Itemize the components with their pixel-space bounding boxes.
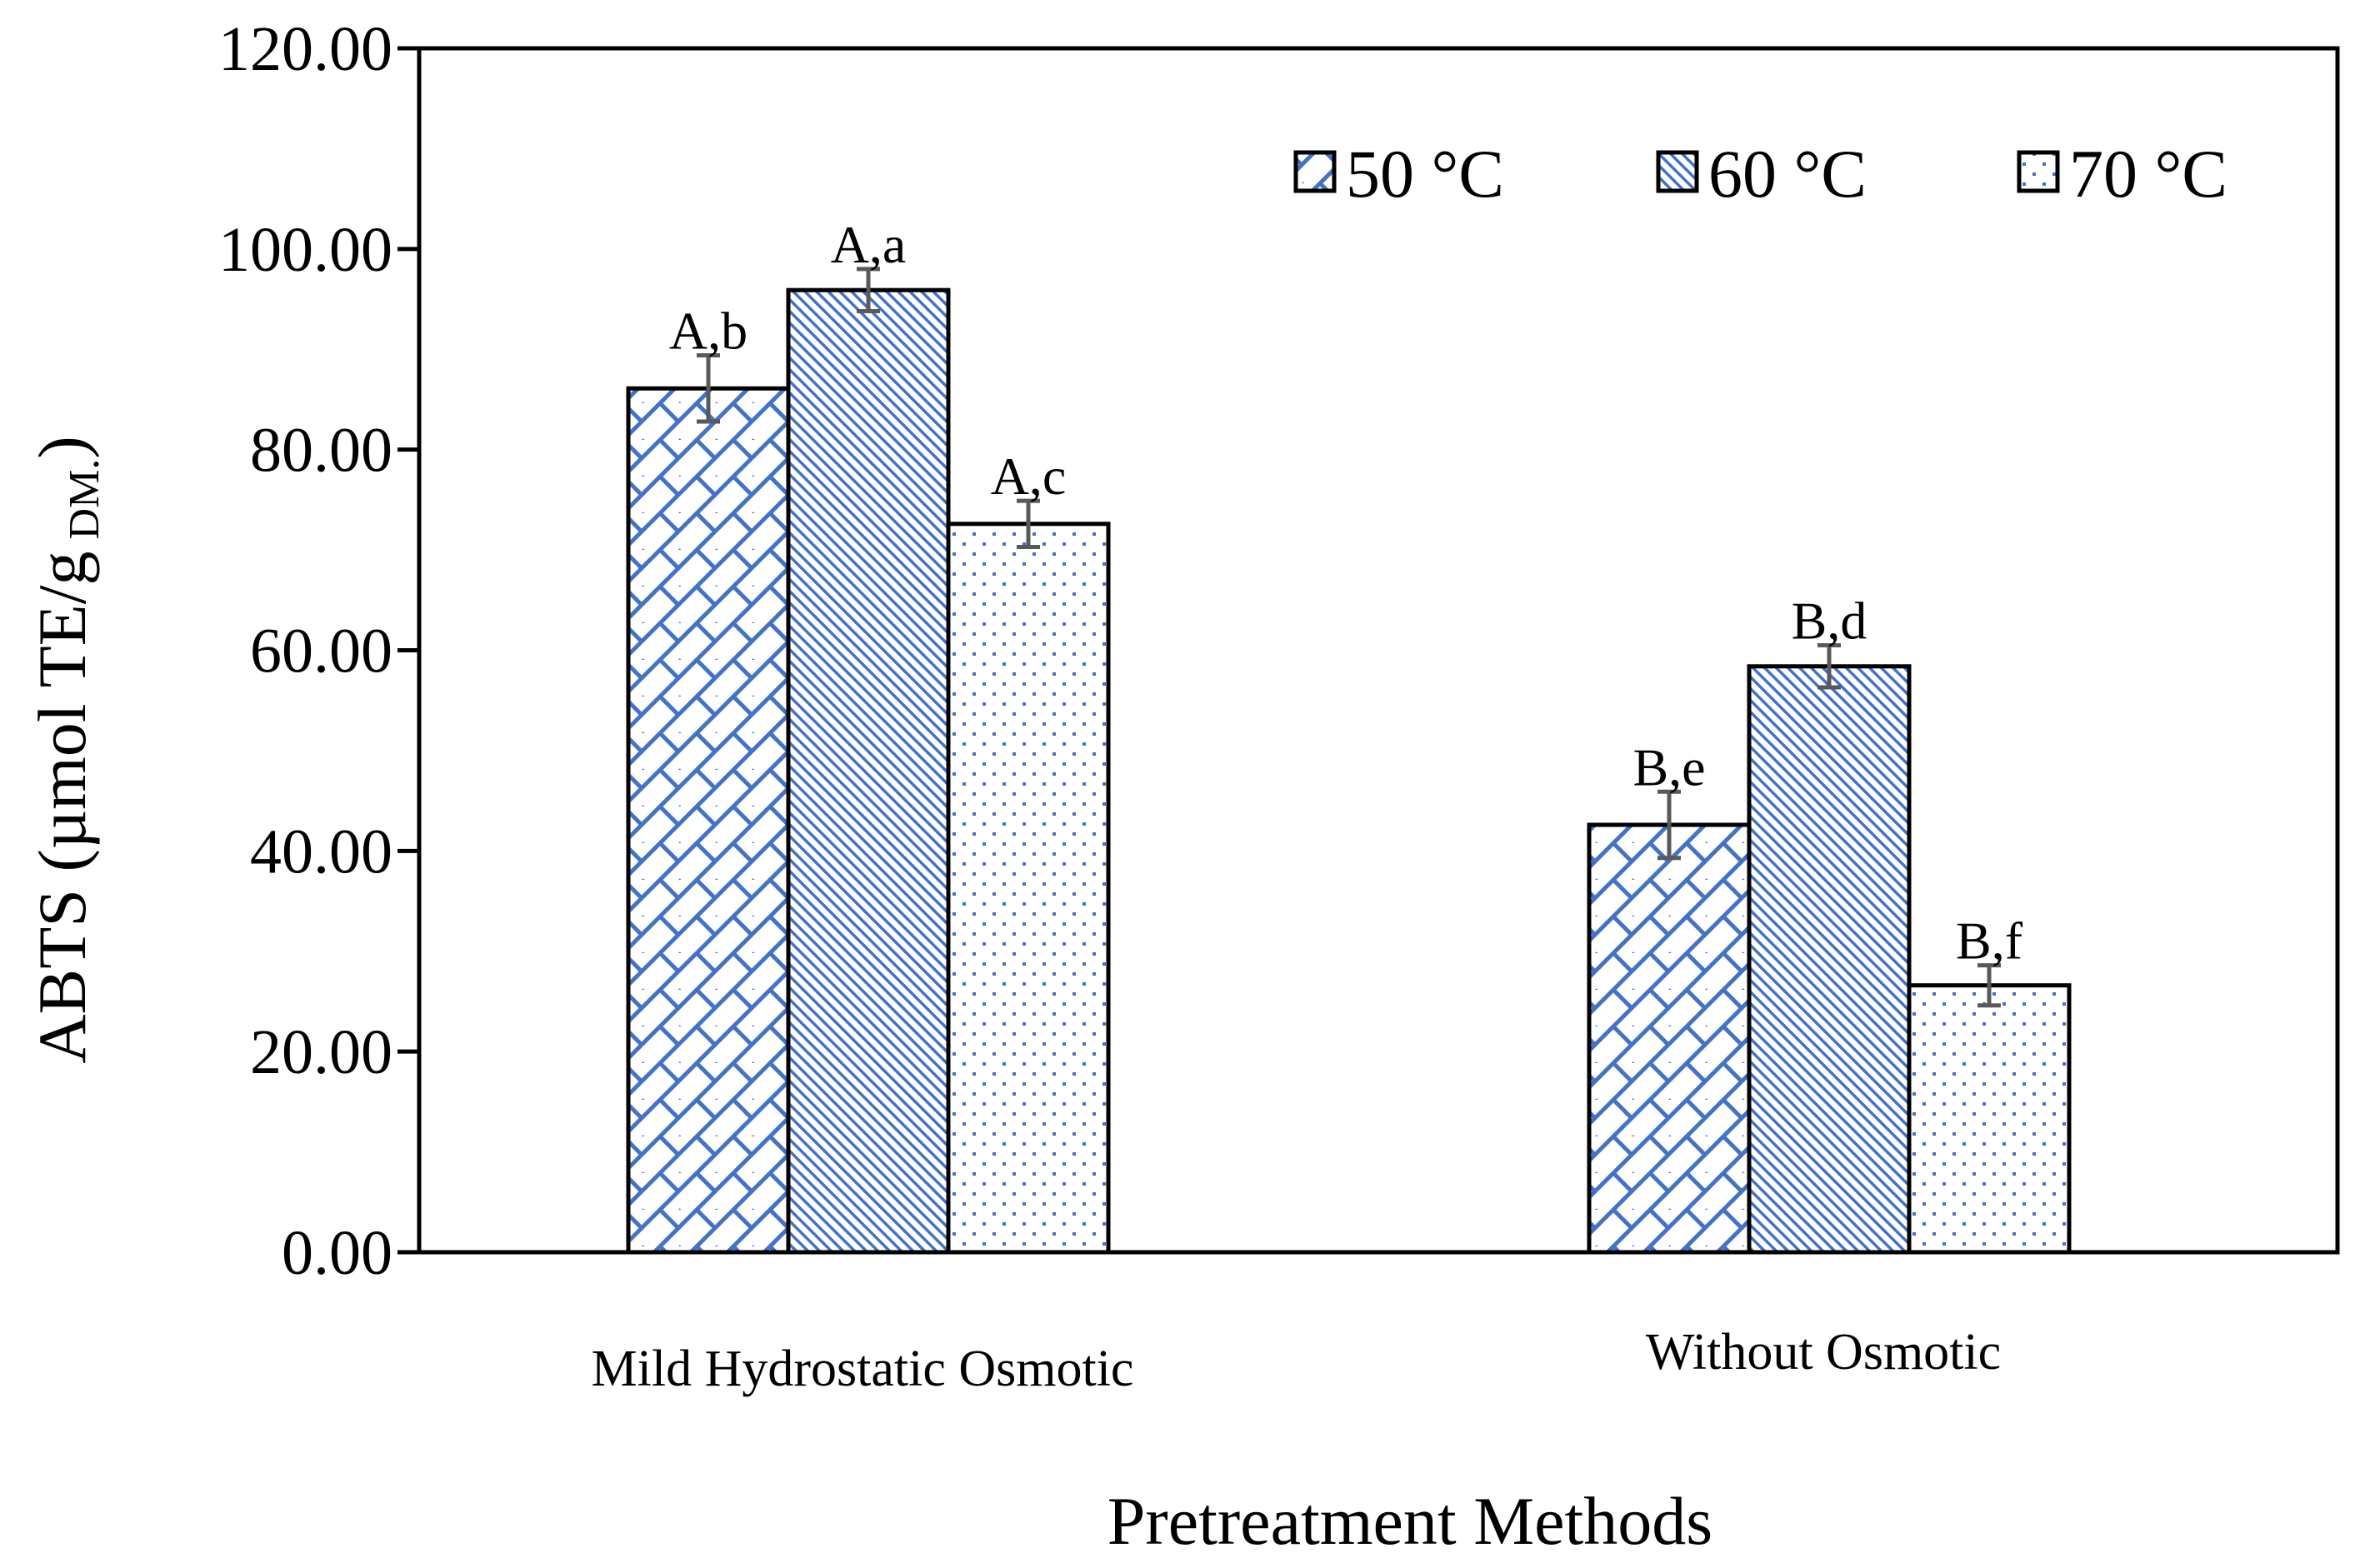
legend-swatch [1656, 150, 1699, 193]
data-label: B,e [1632, 737, 1705, 796]
y-tick-label: 100.00 [218, 215, 392, 285]
y-axis-title-main: ABTS (µmol TE/g [24, 551, 100, 1063]
category-label: Mild Hydrostatic Osmotic [592, 1341, 1134, 1397]
plot-area-frame [417, 46, 2340, 1255]
bar-70C-0 [946, 522, 1111, 1255]
y-tick-label: 20.00 [250, 1017, 392, 1087]
legend-label: 70 °C [2069, 136, 2228, 212]
y-axis-title-close: ) [24, 436, 100, 458]
error-bar [857, 267, 880, 313]
x-axis-title: Pretreatment Methods [1108, 1483, 1712, 1559]
y-tick-label: 40.00 [250, 816, 392, 886]
legend-label: 60 °C [1708, 136, 1867, 212]
error-bar [1818, 642, 1841, 690]
category-label: Without Osmotic [1646, 1324, 2001, 1381]
y-tick-label: 80.00 [250, 416, 392, 486]
bar-60C-0 [786, 287, 951, 1255]
legend-item: 50 °C [1293, 136, 1504, 212]
error-bars-group [697, 267, 2001, 1008]
data-label: A,b [669, 301, 748, 360]
data-label: A,a [831, 215, 907, 274]
legend-item: 70 °C [2017, 136, 2228, 212]
error-bar [1978, 963, 2001, 1008]
legend-label: 50 °C [1346, 136, 1504, 212]
category-labels-group: Mild Hydrostatic Osmotic Without Osmotic [592, 1324, 2002, 1397]
y-axis-ticks: 0.00 20.00 40.00 60.00 80.00 100.00 120.00 [218, 14, 419, 1288]
data-label: B,d [1792, 591, 1868, 650]
data-labels-group: A,b A,a A,c B,e B,d B,f [669, 215, 2023, 971]
legend: 50 °C 60 °C 70 °C [1293, 136, 2228, 212]
bar-70C-1 [1907, 983, 2072, 1255]
y-tick-label: 60.00 [250, 617, 392, 687]
y-tick-label: 0.00 [282, 1218, 392, 1288]
bar-50C-1 [1587, 822, 1752, 1255]
data-label: B,f [1956, 911, 2023, 971]
bar-50C-0 [626, 386, 791, 1255]
legend-swatch [1293, 150, 1337, 193]
y-tick-label: 120.00 [218, 14, 392, 84]
y-axis-title-subscript: DM. [61, 459, 108, 540]
y-axis-title: ABTS (µmol TE/g DM.) [24, 436, 108, 1063]
bar-60C-1 [1747, 664, 1912, 1255]
legend-item: 60 °C [1656, 136, 1867, 212]
legend-swatch [2017, 150, 2060, 193]
bars-group [626, 287, 2072, 1255]
error-bar [697, 352, 720, 424]
error-bar [1017, 498, 1040, 549]
error-bar [1658, 789, 1681, 861]
data-label: A,c [991, 447, 1067, 506]
